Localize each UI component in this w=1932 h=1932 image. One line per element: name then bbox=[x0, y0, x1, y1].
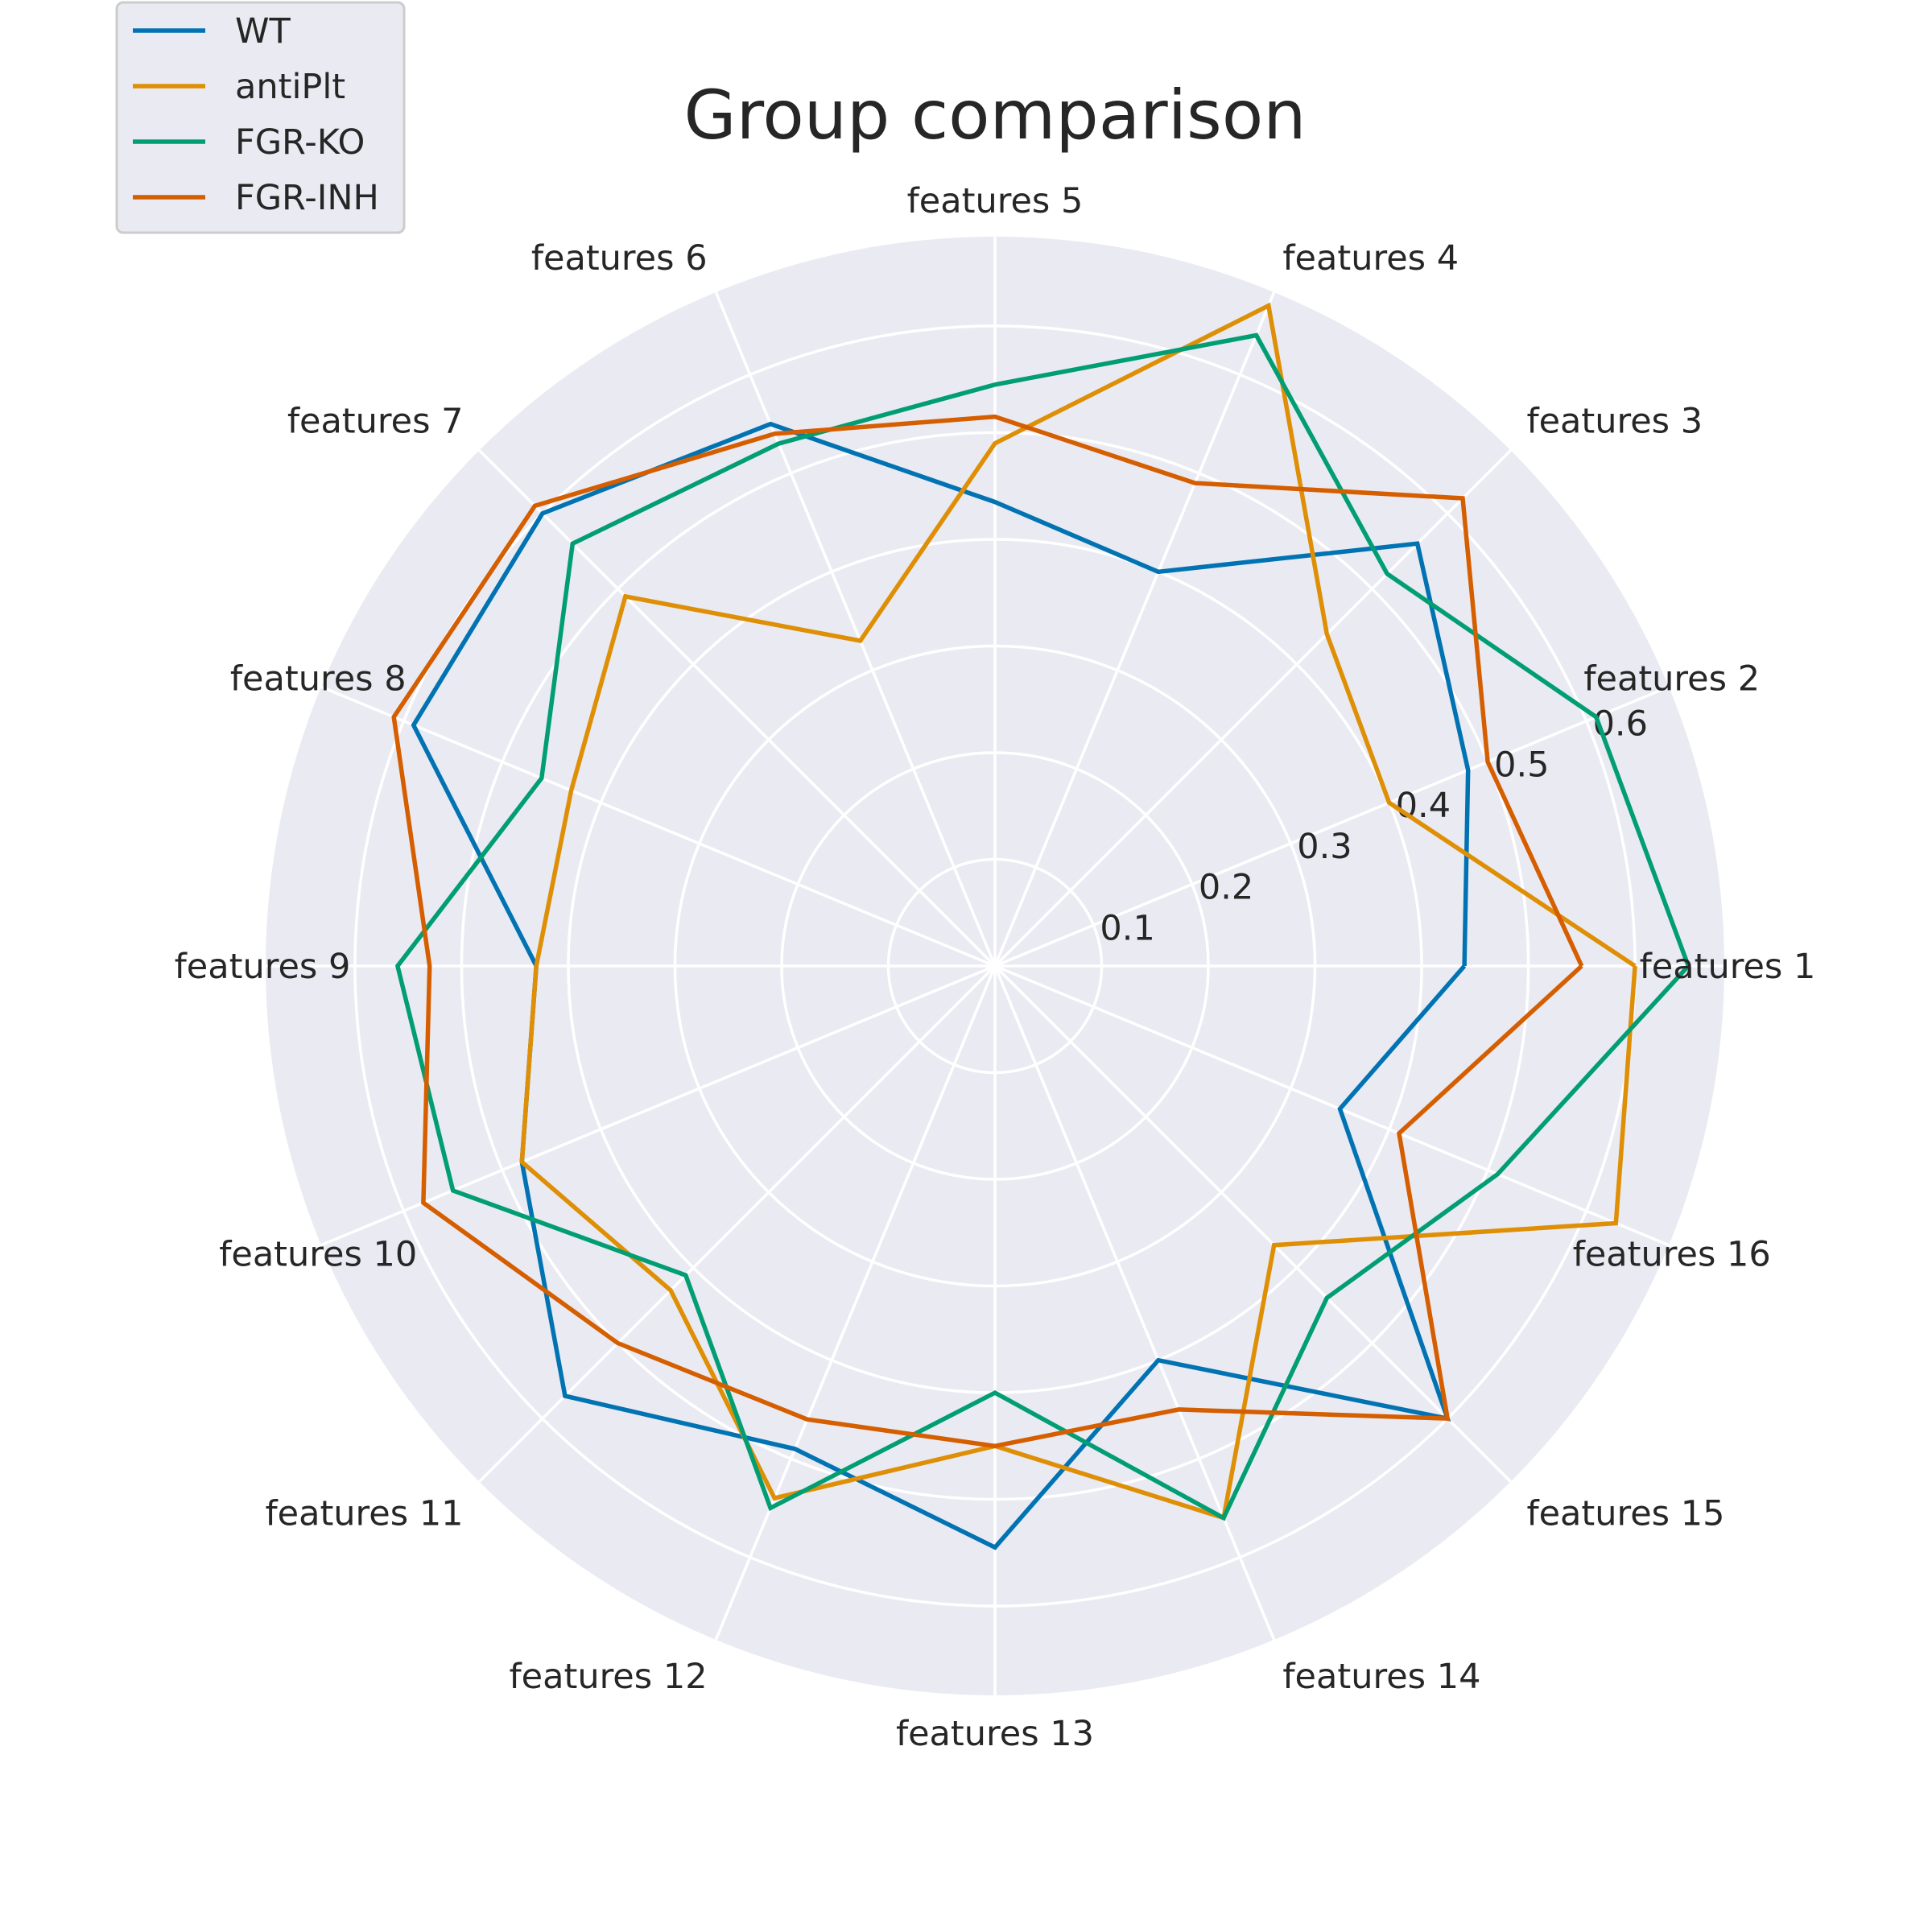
series-line-fgr-inh bbox=[391, 414, 1584, 1449]
feature-label: features 8 bbox=[230, 659, 407, 700]
grid-spoke bbox=[994, 685, 1670, 968]
grid-spoke bbox=[993, 449, 1512, 968]
series-line-fgr-ko bbox=[394, 332, 1690, 1521]
legend-label: FGR-INH bbox=[235, 178, 379, 218]
feature-label: features 9 bbox=[175, 947, 351, 987]
grid-spoke bbox=[993, 291, 1276, 967]
data-series bbox=[391, 302, 1690, 1550]
grid-spoke bbox=[478, 449, 997, 968]
feature-label: features 3 bbox=[1526, 402, 1703, 442]
radial-tick-label: 0.4 bbox=[1396, 786, 1451, 826]
polar-grid bbox=[266, 237, 1724, 1695]
feature-label: features 12 bbox=[510, 1657, 708, 1697]
feature-labels: features 1 features 2 features 3 features 4… bbox=[175, 181, 1816, 1754]
legend-label: FGR-KO bbox=[235, 122, 365, 163]
grid-spoke bbox=[714, 965, 997, 1641]
legend-label: antiPlt bbox=[235, 67, 345, 107]
chart-title: Group comparison bbox=[684, 76, 1307, 155]
feature-label: features 10 bbox=[219, 1234, 417, 1274]
grid-spoke bbox=[320, 964, 996, 1247]
radial-tick-label: 0.3 bbox=[1297, 827, 1352, 867]
radial-tick-label: 0.2 bbox=[1199, 868, 1253, 908]
grid-spoke bbox=[994, 964, 1670, 1247]
feature-label: features 5 bbox=[907, 181, 1084, 221]
feature-label: features 6 bbox=[531, 238, 708, 279]
feature-label: features 16 bbox=[1573, 1234, 1771, 1274]
grid-spoke bbox=[993, 965, 1276, 1641]
feature-label: features 11 bbox=[266, 1493, 464, 1534]
feature-label: features 13 bbox=[896, 1714, 1094, 1754]
grid-spoke bbox=[993, 964, 1512, 1483]
series-line-antiplt bbox=[519, 302, 1637, 1521]
feature-label: features 15 bbox=[1526, 1493, 1724, 1534]
radial-tick-label: 0.5 bbox=[1494, 745, 1549, 785]
feature-label: features 2 bbox=[1583, 659, 1760, 700]
feature-label: features 7 bbox=[287, 402, 464, 442]
radial-tick-labels: 0.10.20.30.40.50.6 bbox=[1100, 704, 1648, 949]
legend-label: WT bbox=[235, 11, 291, 52]
feature-label: features 1 bbox=[1640, 947, 1816, 987]
radial-tick-label: 0.1 bbox=[1100, 908, 1154, 948]
legend: WT antiPlt FGR-KO FGR-INH bbox=[115, 1, 406, 234]
feature-label: features 4 bbox=[1282, 238, 1459, 279]
grid-spoke bbox=[714, 291, 997, 967]
grid-spoke bbox=[320, 685, 996, 968]
legend-frame bbox=[115, 1, 406, 234]
feature-label: features 14 bbox=[1282, 1657, 1480, 1697]
